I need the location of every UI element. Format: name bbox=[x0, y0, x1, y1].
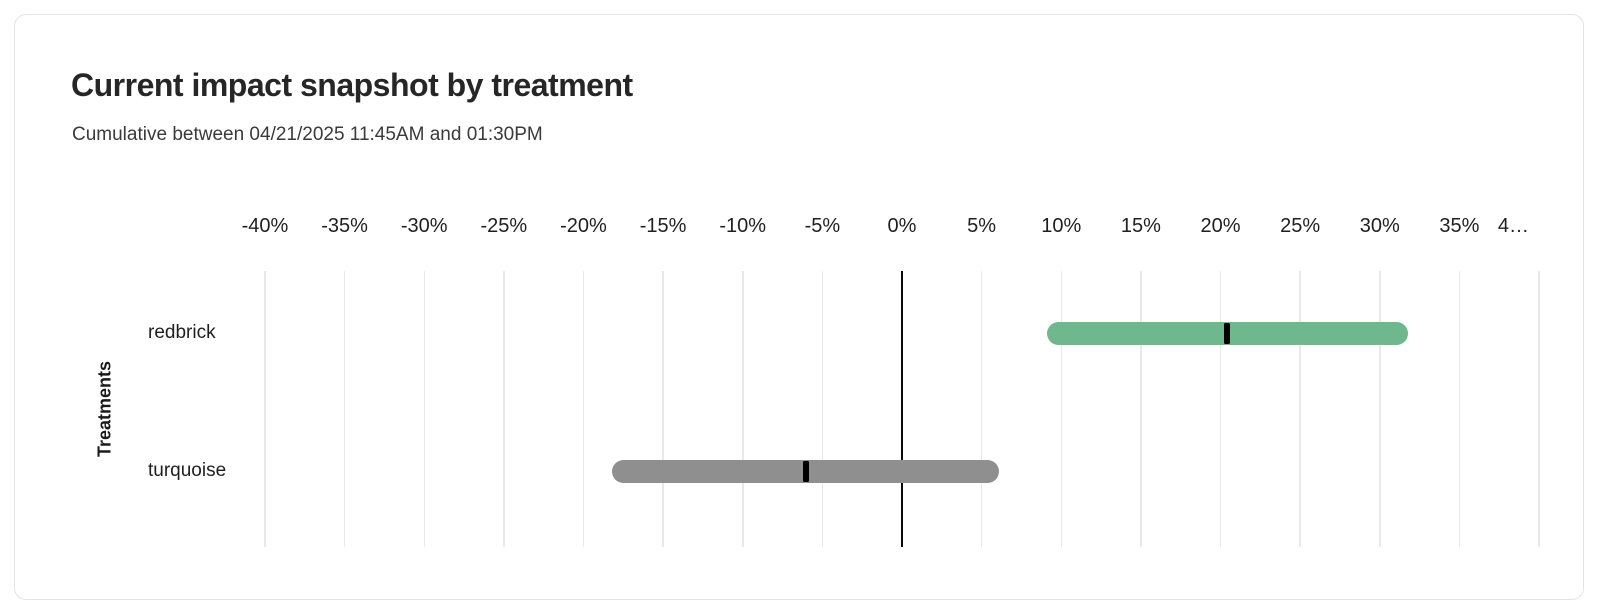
x-tick-label: -35% bbox=[321, 215, 368, 237]
x-tick-label: -30% bbox=[400, 215, 448, 237]
x-tick-label: 10% bbox=[1041, 215, 1082, 237]
gridline bbox=[343, 271, 346, 547]
chart-plot-area bbox=[264, 271, 1540, 547]
gridline bbox=[742, 271, 744, 547]
x-axis-labels: -40% -35% -30% -25% -20% -15% -10% -5% 0% 5% 10% 15… bbox=[15, 215, 1600, 243]
x-tick-label: -25% bbox=[480, 215, 528, 237]
zero-line bbox=[901, 271, 903, 547]
gridline bbox=[1379, 271, 1381, 547]
x-tick-label: 35% bbox=[1439, 215, 1480, 237]
chart-subtitle: Cumulative between 04/21/2025 11:45AM an… bbox=[72, 124, 543, 145]
gridline bbox=[423, 271, 425, 547]
x-tick-label: 20% bbox=[1200, 215, 1241, 237]
x-tick-label: 15% bbox=[1120, 215, 1161, 237]
y-axis-title: Treatments bbox=[94, 360, 115, 458]
gridline bbox=[264, 271, 266, 547]
category-label-turquoise: turquoise bbox=[148, 460, 227, 482]
x-tick-label: 30% bbox=[1359, 215, 1400, 237]
gridline bbox=[1219, 271, 1222, 547]
x-tick-label: -20% bbox=[560, 215, 607, 237]
x-tick-label: -15% bbox=[639, 215, 687, 237]
category-label-redbrick: redbrick bbox=[148, 322, 216, 344]
point-estimate-marker-turquoise bbox=[803, 460, 810, 482]
gridline bbox=[1299, 271, 1301, 547]
x-tick-label: 5% bbox=[967, 215, 997, 237]
x-tick-label: -5% bbox=[804, 215, 841, 237]
gridline bbox=[821, 271, 824, 547]
gridline bbox=[1538, 271, 1540, 547]
impact-snapshot-card: Current impact snapshot by treatment Cum… bbox=[14, 14, 1584, 600]
x-tick-label: -40% bbox=[241, 215, 289, 237]
gridline bbox=[1458, 271, 1461, 547]
x-tick-label: 4… bbox=[1497, 215, 1529, 237]
gridline bbox=[1060, 271, 1062, 547]
gridline bbox=[662, 271, 664, 547]
gridline bbox=[503, 271, 505, 547]
chart-title: Current impact snapshot by treatment bbox=[71, 67, 633, 103]
x-tick-label: 0% bbox=[887, 215, 917, 237]
gridline bbox=[980, 271, 983, 547]
x-tick-label: -10% bbox=[719, 215, 767, 237]
x-tick-label: 25% bbox=[1280, 215, 1321, 237]
gridline bbox=[582, 271, 585, 547]
point-estimate-marker-redbrick bbox=[1223, 322, 1230, 344]
gridline bbox=[1140, 271, 1142, 547]
